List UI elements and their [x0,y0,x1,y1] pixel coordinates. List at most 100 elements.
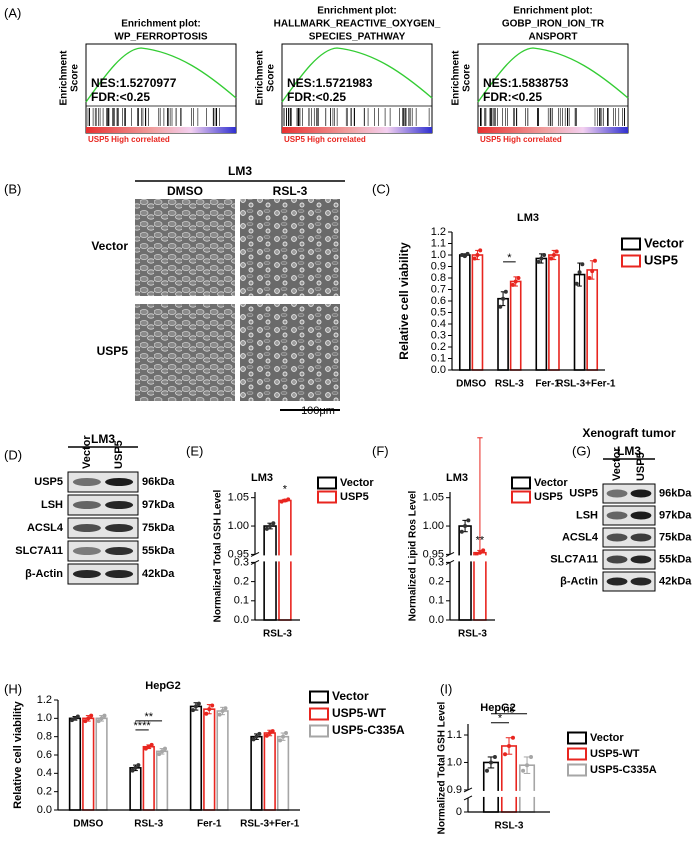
bar [573,273,586,371]
data-point [501,296,506,301]
data-point [590,269,595,274]
panel-label: (I) [440,681,452,696]
data-point [264,526,269,531]
bar [473,551,487,621]
panel-label: (B) [4,181,21,196]
bar [458,525,472,621]
data-point [146,744,151,749]
blot-row [67,517,139,539]
data-point [210,703,215,708]
panel-label: (F) [372,443,389,458]
band [606,533,628,542]
x-tick-label: RSL-3 [495,821,524,832]
data-point [278,738,283,743]
nes: NES:1.5270977 [91,76,177,90]
data-point [70,718,75,723]
gsea-ylabel: Enrichment [59,50,70,106]
micrograph-image [135,199,235,296]
y-tick-label: 0 [456,806,462,818]
fdr: FDR:<0.25 [287,90,346,104]
data-point [459,529,464,534]
legend-label: USP5 [340,491,369,503]
band [105,501,134,509]
x-tick-label: Fer-1 [535,379,560,390]
fdr: FDR:<0.25 [91,90,150,104]
gsea-title: HALLMARK_REACTIVE_OXYGEN_ [274,19,441,30]
band [630,489,652,498]
panel-label: (E) [186,443,203,458]
y-tick-label: 1.05 [423,492,444,504]
gsea-ylabel: Enrichment [451,50,462,106]
band [630,533,652,542]
size-label: 55kDa [142,545,175,557]
bar [497,297,509,371]
y-tick-label: 0.95 [423,548,444,560]
size-label: 55kDa [659,553,692,565]
legend-swatch [621,254,641,268]
data-point [529,754,534,759]
legend-label: Vector [590,732,624,744]
x-tick-label: Fer-1 [197,819,222,830]
y-axis-label: Normalized Total GSH Level [213,489,224,622]
gsea-title: Enrichment plot: [317,6,396,17]
data-point [217,712,222,717]
data-point [580,262,585,267]
bar [142,745,155,811]
band [105,570,134,578]
size-label: 42kDa [142,568,175,580]
y-tick-label: 0.1 [234,595,249,607]
significance-label: ** [144,711,153,723]
bar [509,280,522,371]
protein-label: USP5 [34,476,63,488]
y-tick-label: 0.2 [37,786,52,798]
data-point [157,752,162,757]
size-label: 75kDa [142,522,175,534]
protein-label: ACSL4 [27,522,64,534]
data-point [251,737,256,742]
data-point [160,749,165,754]
data-point [220,709,225,713]
y-tick-label: 0.2 [234,576,249,588]
data-point [281,734,286,739]
y-tick-label: 0.9 [447,784,462,796]
y-tick-label: 0.3 [234,556,249,568]
blot-row [602,527,656,548]
protein-label: ACSL4 [562,531,599,543]
bar [68,717,82,811]
data-point [279,499,284,504]
lane-label: Vector [81,435,93,469]
bar [203,708,216,811]
band [105,547,134,555]
legend-swatch [621,237,641,251]
y-tick-label: 0.95 [228,548,249,560]
break-mark [463,787,473,793]
y-tick-label: 0.3 [431,329,446,341]
legend-swatch [317,490,337,504]
data-point [204,711,209,716]
data-point [466,518,471,523]
fdr: FDR:<0.25 [483,90,542,104]
blot-header: LM3 [91,432,115,446]
gsea-footer: USP5 High correlated [284,135,366,144]
y-axis-label: Relative cell viability [397,242,411,360]
legend-swatch [567,763,587,777]
break-mark [445,559,455,565]
gsea-ylabel: Score [266,64,277,92]
panel-label: (G) [572,443,591,458]
y-tick-label: 0.7 [431,283,446,295]
gsea-title: GOBP_IRON_ION_TR [502,19,605,30]
y-tick-label: 1.1 [431,237,446,249]
size-label: 75kDa [659,531,692,543]
bar [548,254,560,371]
blot-title: Xenograft tumor [582,426,676,440]
x-tick-label: DMSO [456,379,486,390]
axis-break-gap [254,555,301,562]
y-tick-label: 1.2 [37,694,52,706]
data-point [465,251,470,256]
x-tick-label: RSL-3 [134,819,163,830]
y-tick-label: 1.0 [431,249,446,261]
data-point [503,289,508,294]
lane-label: Vector [611,447,623,481]
size-label: 42kDa [659,575,692,587]
